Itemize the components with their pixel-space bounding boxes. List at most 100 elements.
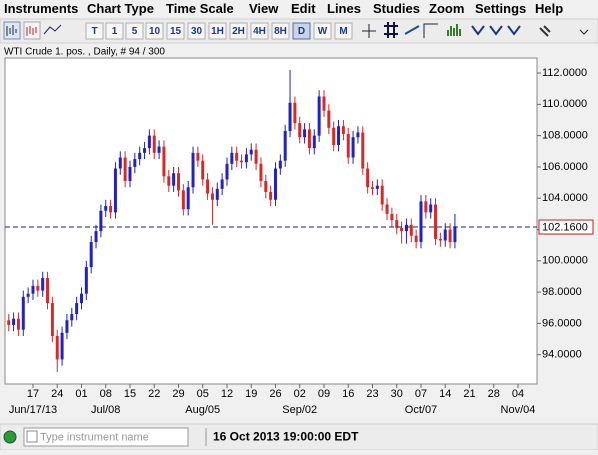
x-tick-label: 02 (294, 388, 306, 400)
last-price-box (538, 219, 594, 235)
candle-body (225, 163, 229, 180)
menu-item[interactable]: Zoom (429, 1, 464, 16)
candle-body (60, 332, 64, 360)
candle-body (419, 201, 423, 243)
timeframe-button[interactable] (187, 22, 206, 40)
candle-body (443, 229, 447, 241)
candle-body (259, 163, 263, 182)
candle-body (240, 160, 244, 163)
candle-body (118, 157, 122, 169)
candle-body (312, 135, 316, 149)
menu-item[interactable]: Instruments (4, 1, 78, 16)
x-tick-label: 16 (342, 388, 354, 400)
menu-item[interactable]: Studies (373, 1, 420, 16)
x-tick-major-label: Oct/07 (405, 404, 437, 416)
x-tick-label: 24 (51, 388, 63, 400)
menu-item[interactable]: Time Scale (166, 1, 234, 16)
candle-body (104, 206, 108, 211)
candle-body (79, 293, 83, 304)
candle-body (424, 201, 428, 213)
candle-body (186, 187, 190, 210)
candle-body (75, 303, 79, 315)
candle-body (26, 293, 30, 297)
candle-body (380, 185, 384, 205)
candle-body (322, 96, 326, 111)
candle-body (448, 229, 452, 243)
timeframe-button[interactable] (250, 22, 269, 40)
timeframe-label: 2H (232, 26, 245, 37)
y-tick-label: 98.0000 (542, 286, 582, 298)
x-tick-label: 01 (75, 388, 87, 400)
plot-area (4, 57, 538, 385)
connection-indicator (3, 430, 17, 444)
timeframe-label: 10 (149, 26, 161, 37)
timeframe-button[interactable] (292, 22, 311, 40)
candle-body (46, 278, 50, 304)
menu-item[interactable]: Settings (475, 1, 526, 16)
candle-body (361, 132, 365, 169)
candle-body (50, 303, 54, 336)
x-tick-label: 26 (269, 388, 281, 400)
candle-body (128, 166, 132, 182)
candle-body (409, 224, 413, 236)
candle-body (337, 126, 341, 146)
y-tick-label: 108.0000 (542, 130, 588, 142)
candle-body (70, 314, 74, 321)
x-tick-label: 08 (100, 388, 112, 400)
candle-body (385, 204, 389, 214)
candle-body (201, 160, 205, 180)
candle-body (370, 187, 374, 189)
candle-body (65, 320, 69, 333)
y-tick-label: 96.0000 (542, 317, 582, 329)
candle-body (244, 154, 248, 163)
timeframe-button[interactable] (229, 22, 248, 40)
y-tick-label: 94.0000 (542, 349, 582, 361)
search-placeholder: Type instrument name (40, 431, 149, 443)
timeframe-button[interactable] (271, 22, 290, 40)
menu-item[interactable]: Chart Type (87, 1, 154, 16)
menu-item[interactable]: Edit (291, 1, 316, 16)
candle-body (138, 152, 142, 160)
x-tick-label: 15 (124, 388, 136, 400)
timeframe-label: 1 (112, 26, 118, 37)
menu-item[interactable]: View (249, 1, 279, 16)
x-tick-label: 23 (366, 388, 378, 400)
timeframe-label: 4H (253, 26, 266, 37)
candle-body (143, 148, 147, 153)
candle-body (89, 242, 93, 268)
timeframe-label: 1H (211, 26, 224, 37)
candle-body (196, 152, 200, 161)
timeframe-button[interactable] (105, 22, 124, 40)
x-tick-label: 04 (512, 388, 524, 400)
candle-body (332, 127, 336, 146)
menu-item[interactable]: Help (535, 1, 563, 16)
candle-body (36, 285, 40, 291)
instrument-search[interactable] (23, 427, 189, 447)
candle-body (215, 188, 219, 200)
x-tick-label: 14 (439, 388, 451, 400)
timeframe-button[interactable] (85, 22, 104, 40)
timeframe-button[interactable] (145, 22, 164, 40)
candle-body (235, 152, 239, 161)
timeframe-button[interactable] (208, 22, 227, 40)
candle-body (317, 96, 321, 136)
candle-body (400, 227, 404, 232)
timeframe-button[interactable] (166, 22, 185, 40)
timeframe-label: T (91, 26, 97, 37)
x-tick-label: 05 (197, 388, 209, 400)
x-tick-label: 12 (221, 388, 233, 400)
candle-body (438, 238, 442, 241)
x-tick-label: 19 (245, 388, 257, 400)
timeframe-button[interactable] (334, 22, 353, 40)
x-tick-label: 29 (172, 388, 184, 400)
candle-body (220, 179, 224, 189)
menu-item[interactable]: Lines (327, 1, 361, 16)
candle-body (356, 132, 360, 138)
y-tick-label: 106.0000 (542, 161, 588, 173)
timeframe-button[interactable] (313, 22, 332, 40)
timeframe-button[interactable] (125, 22, 144, 40)
candle-body (346, 134, 350, 158)
y-tick-label: 112.0000 (542, 67, 587, 79)
timeframe-label: 15 (170, 26, 182, 37)
candle-body (273, 168, 277, 200)
